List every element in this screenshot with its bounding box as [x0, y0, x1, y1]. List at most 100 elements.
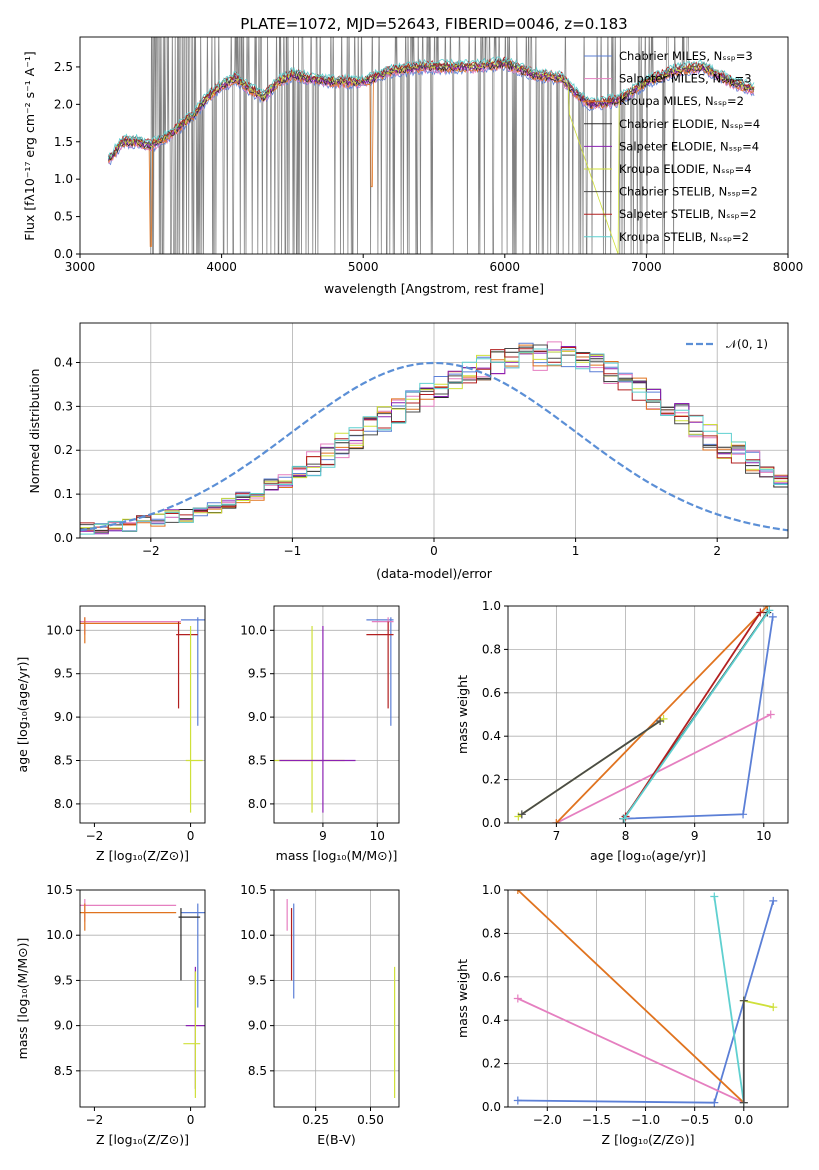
x-tick-label: −0.5 [680, 1113, 709, 1127]
panel-marks [514, 606, 777, 823]
y-tick-label: 0.0 [482, 1100, 501, 1114]
mass-weight-line [623, 609, 771, 820]
spectrum-lines [107, 37, 755, 254]
y-tick-label: 10.0 [46, 928, 73, 942]
histogram-panel: (data-model)/error Normed distribution −… [27, 322, 789, 581]
y-tick-label: 0.0 [54, 531, 73, 545]
mass-weight-line [743, 999, 774, 1009]
y-tick-label: 8.5 [248, 754, 267, 768]
spectrum-ylabel: Flux [fλ10⁻¹⁷ erg cm⁻² s⁻¹ A⁻¹] [22, 51, 37, 240]
histogram-step-line [80, 346, 788, 538]
panel-marks [80, 617, 205, 813]
plus-marker [769, 896, 778, 905]
plus-marker [768, 612, 777, 621]
spectrum-frame [79, 36, 789, 255]
panel-frame [273, 889, 400, 1108]
y-tick-label: 9.0 [54, 710, 73, 724]
y-axis-label: mass [log₁₀(M/M⊙)] [15, 938, 30, 1060]
y-tick-label: 8.5 [54, 1064, 73, 1078]
weight-vs-z-panel: −2.0 −1.5 −1.0 −0.5 0.0 0.0 0.2 0.4 0.6 0.8 1.0 Z [… [455, 883, 789, 1147]
y-tick-label: 0.6 [482, 686, 501, 700]
spectrum-title: PLATE=1072, MJD=52643, FIBERID=0046, z=0… [240, 15, 627, 33]
spectrum-plot-area [107, 37, 755, 254]
plus-marker [552, 819, 561, 823]
histogram-xlabel: (data-model)/error [376, 566, 493, 581]
y-tick-label: 9.5 [248, 973, 267, 987]
plus-marker [513, 890, 522, 894]
x-tick-label: 0.50 [357, 1113, 384, 1127]
spectrum-ticks: 3000 4000 5000 6000 7000 8000 0.0 0.5 1.0 1.5 2.0 2… [54, 60, 803, 274]
spectrum-legend: Chabrier MILES, Nₛₛₚ=3 Salpeter MILES, Nₛ… [584, 49, 760, 244]
age-vs-z-panel: −2 0 8.0 8.5 9.0 9.5 10.0 Z [log₁₀(Z/Z⊙)] age [l… [15, 605, 206, 863]
panel-frame [79, 605, 206, 824]
plus-marker [513, 994, 522, 1003]
y-tick-label: 10.0 [240, 623, 267, 637]
x-axis-label: mass [log₁₀(M/M⊙)] [276, 848, 398, 863]
mass-weight-line [521, 720, 661, 816]
mass-weight-line [624, 612, 762, 817]
plus-marker [710, 1098, 719, 1107]
y-axis-label: age [log₁₀(age/yr)] [15, 657, 30, 773]
legend-label: Kroupa MILES, Nₛₛₚ=2 [619, 94, 744, 108]
mass-vs-z-panel: −2 0 8.5 9.0 9.5 10.0 10.5 Z [log₁₀(Z/Z⊙)] mass … [15, 883, 206, 1147]
y-tick-label: 0.4 [482, 1013, 501, 1027]
y-tick-label: 0.8 [482, 926, 501, 940]
histogram-ticks: −2 −1 0 1 2 0.0 0.1 0.2 0.3 0.4 [54, 355, 721, 558]
x-axis-label: age [log₁₀(age/yr)] [590, 848, 706, 863]
y-tick-label: 0.4 [54, 355, 73, 369]
y-tick-label: 10.0 [240, 928, 267, 942]
y-tick-label: 8.5 [248, 1064, 267, 1078]
normal-legend-label: 𝒩(0, 1) [726, 337, 768, 351]
histogram-step-line [80, 342, 788, 538]
x-tick-label: −2 [86, 1113, 104, 1127]
panel-frame [507, 605, 789, 824]
weight-vs-age-panel: 7 8 9 10 0.0 0.2 0.4 0.6 0.8 1.0 age [log₁₀(age/yr… [455, 599, 789, 863]
plus-marker [710, 892, 719, 901]
panel-marks [80, 899, 205, 1098]
y-tick-label: 0.2 [482, 773, 501, 787]
y-axis-label: mass weight [455, 675, 470, 754]
x-tick-label: −1 [284, 544, 302, 558]
x-tick-label: 8000 [773, 260, 804, 274]
model-spectrum-line [107, 57, 755, 160]
mass-weight-line [713, 896, 745, 1103]
model-spectrum-line [107, 56, 755, 158]
y-tick-label: 9.5 [54, 973, 73, 987]
x-tick-label: 0.25 [302, 1113, 329, 1127]
y-tick-label: 8.0 [54, 797, 73, 811]
plus-marker [620, 814, 629, 823]
y-tick-label: 0.8 [482, 642, 501, 656]
y-tick-label: 10.5 [46, 883, 73, 897]
x-axis-label: Z [log₁₀(Z/Z⊙)] [96, 1132, 189, 1147]
histogram-ylabel: Normed distribution [27, 369, 42, 494]
x-tick-label: 5000 [348, 260, 379, 274]
x-tick-label: 1 [572, 544, 580, 558]
plus-marker [517, 810, 526, 819]
y-tick-label: 0.3 [54, 399, 73, 413]
y-tick-label: 9.0 [54, 1019, 73, 1033]
mass-vs-ebv-panel: 0.25 0.50 8.5 9.0 9.5 10.0 10.5 E(B-V) [240, 883, 400, 1147]
y-tick-label: 9.0 [248, 710, 267, 724]
x-tick-label: 0.0 [734, 1113, 753, 1127]
legend-label: Chabrier MILES, Nₛₛₚ=3 [619, 49, 753, 63]
legend-label: Salpeter MILES, Nₛₛₚ=3 [619, 72, 752, 86]
x-axis-label: Z [log₁₀(Z/Z⊙)] [96, 848, 189, 863]
y-tick-label: 2.5 [54, 60, 73, 74]
plus-marker [756, 608, 765, 617]
x-tick-label: 9 [691, 829, 699, 843]
spectrum-panel: PLATE=1072, MJD=52643, FIBERID=0046, z=0… [22, 15, 803, 296]
legend-label: Chabrier ELODIE, Nₛₛₚ=4 [619, 117, 760, 131]
x-tick-label: 10 [370, 829, 385, 843]
histogram-step-line [80, 346, 788, 538]
y-tick-label: 1.5 [54, 135, 73, 149]
panel-frame [507, 889, 789, 1108]
y-tick-label: 0.6 [482, 970, 501, 984]
x-tick-label: 9 [319, 829, 327, 843]
legend-label: Salpeter ELODIE, Nₛₛₚ=4 [619, 139, 759, 153]
small-panels: −2 0 8.0 8.5 9.0 9.5 10.0 Z [log₁₀(Z/Z⊙)] age [l… [15, 599, 789, 1147]
plus-marker [739, 996, 748, 1005]
x-tick-label: 0 [187, 1113, 195, 1127]
y-tick-label: 9.5 [248, 667, 267, 681]
y-tick-label: 0.0 [54, 247, 73, 261]
plus-marker [739, 1098, 748, 1107]
